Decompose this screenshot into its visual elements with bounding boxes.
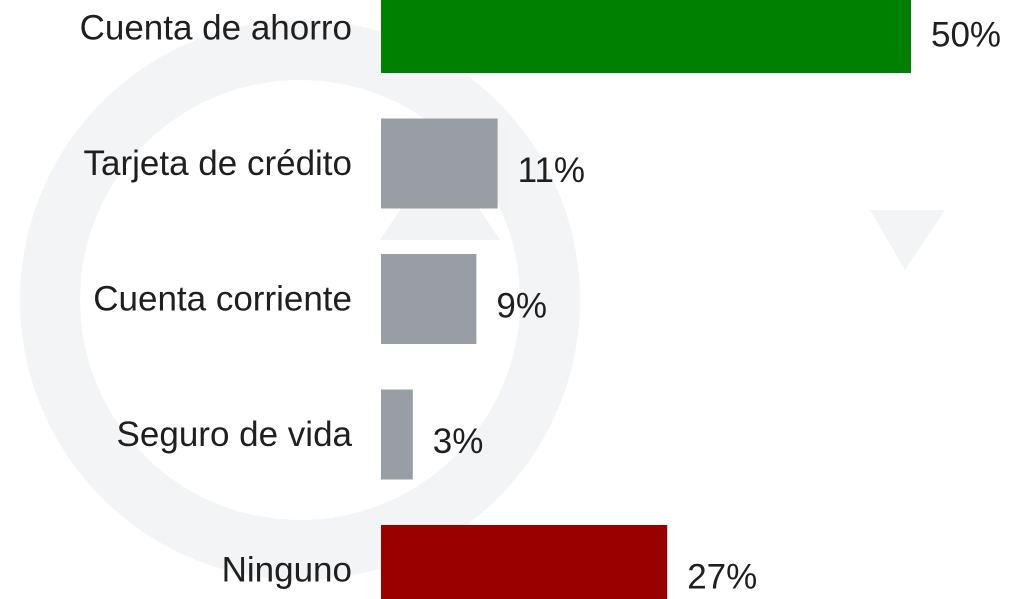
bar — [381, 525, 668, 599]
category-label: Cuenta de ahorro — [80, 8, 352, 47]
value-label: 50% — [931, 15, 1001, 54]
category-label: Tarjeta de crédito — [84, 144, 352, 183]
bar — [381, 389, 413, 480]
bar — [381, 254, 477, 344]
bar — [381, 118, 498, 209]
bar — [381, 0, 911, 73]
value-label: 9% — [496, 286, 547, 325]
category-label: Seguro de vida — [117, 415, 353, 454]
value-label: 11% — [518, 151, 585, 190]
category-label: Cuenta corriente — [93, 279, 352, 318]
value-label: 3% — [433, 422, 484, 461]
value-label: 27% — [687, 557, 757, 596]
category-label: Ninguno — [222, 550, 352, 589]
